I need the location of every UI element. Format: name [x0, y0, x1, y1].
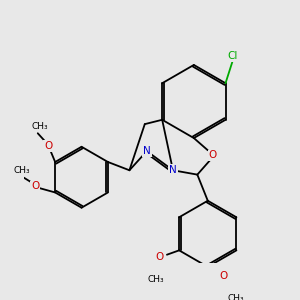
Text: CH₃: CH₃ [14, 166, 30, 175]
Text: N: N [169, 165, 177, 175]
Text: N: N [143, 146, 151, 156]
Text: CH₃: CH₃ [31, 122, 48, 131]
Text: O: O [31, 182, 39, 191]
Text: O: O [156, 252, 164, 262]
Text: Cl: Cl [227, 51, 238, 61]
Text: CH₃: CH₃ [147, 275, 164, 284]
Text: O: O [219, 271, 228, 281]
Text: O: O [209, 151, 217, 160]
Text: O: O [44, 141, 52, 151]
Text: CH₃: CH₃ [227, 294, 244, 300]
